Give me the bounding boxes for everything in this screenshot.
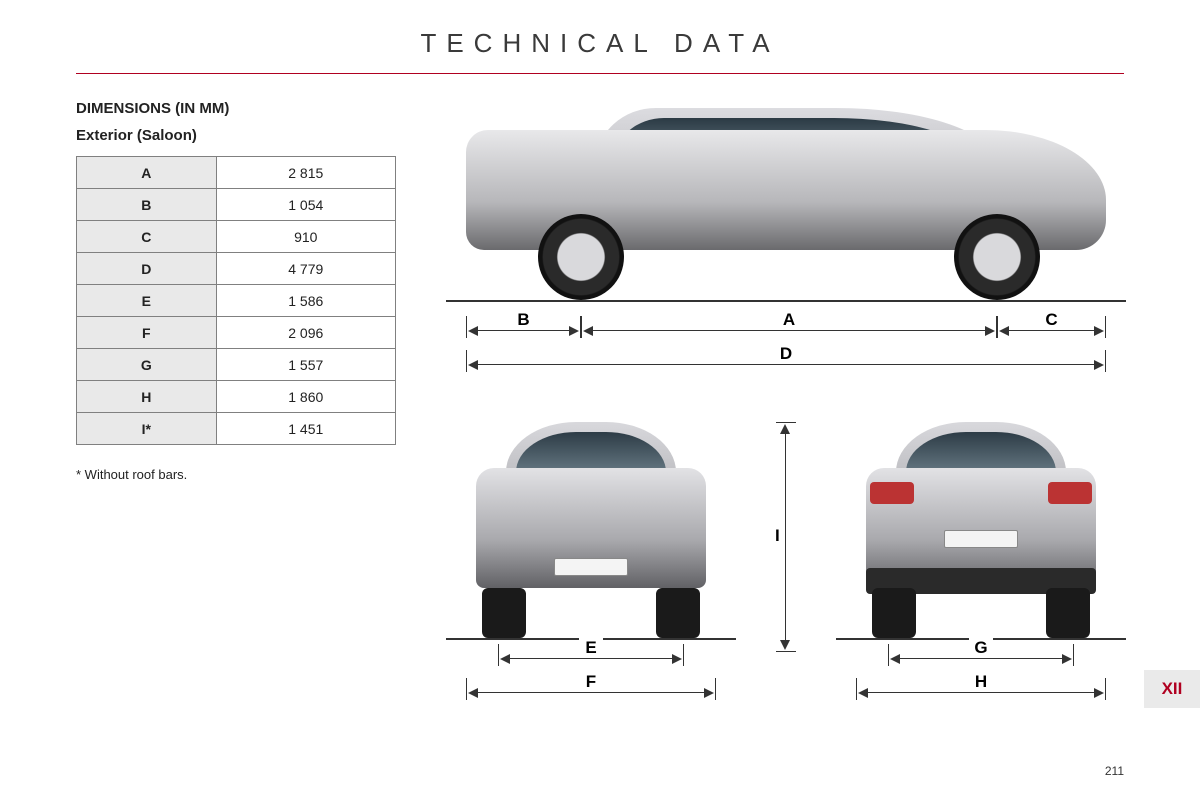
- front-rear-row: E F I: [446, 408, 1126, 706]
- page-number: 211: [1105, 764, 1124, 778]
- table-cell-label: H: [77, 381, 217, 413]
- page-title: TECHNICAL DATA: [0, 0, 1200, 73]
- rear-dim-row-2: H: [836, 672, 1126, 706]
- rear-block: G H: [836, 408, 1126, 706]
- dim-label: F: [579, 672, 603, 692]
- car-side-wheel-rear: [954, 214, 1040, 300]
- front-dim-row-1: E: [446, 638, 736, 672]
- table-row: D4 779: [77, 253, 396, 285]
- dim-segment-c: C: [997, 316, 1106, 338]
- dim-label: E: [579, 638, 603, 658]
- dim-segment-g: G: [888, 644, 1074, 666]
- dim-label: A: [777, 310, 801, 330]
- table-cell-label: C: [77, 221, 217, 253]
- table-cell-label: D: [77, 253, 217, 285]
- dim-segment-f: F: [466, 678, 716, 700]
- car-front-view: [446, 408, 736, 638]
- height-block: I: [766, 408, 806, 706]
- table-cell-value: 1 557: [216, 349, 395, 381]
- table-cell-label: F: [77, 317, 217, 349]
- car-side-view: [446, 100, 1126, 300]
- dim-label: D: [774, 344, 798, 364]
- table-cell-label: I*: [77, 413, 217, 445]
- table-row: H1 860: [77, 381, 396, 413]
- diagram-column: BAC D E F I: [446, 100, 1126, 706]
- car-rear-plate: [944, 530, 1018, 548]
- car-side-wheel-front: [538, 214, 624, 300]
- dim-label: B: [512, 310, 536, 330]
- car-front-plate: [554, 558, 628, 576]
- car-rear-tire-right: [1046, 588, 1090, 638]
- table-cell-value: 2 815: [216, 157, 395, 189]
- dimensions-table: A2 815B1 054C910D4 779E1 586F2 096G1 557…: [76, 156, 396, 445]
- table-row: G1 557: [77, 349, 396, 381]
- table-cell-label: B: [77, 189, 217, 221]
- front-block: E F: [446, 408, 736, 706]
- dim-label: H: [969, 672, 993, 692]
- side-dim-row-full: D: [446, 344, 1126, 378]
- table-row: E1 586: [77, 285, 396, 317]
- table-cell-label: G: [77, 349, 217, 381]
- table-cell-value: 910: [216, 221, 395, 253]
- height-dim-line: I: [776, 422, 796, 652]
- table-row: A2 815: [77, 157, 396, 189]
- car-front-tire-right: [656, 588, 700, 638]
- car-rear-light-left: [870, 482, 914, 504]
- table-row: I*1 451: [77, 413, 396, 445]
- dim-segment-h: H: [856, 678, 1106, 700]
- dim-label: C: [1040, 310, 1064, 330]
- table-cell-value: 4 779: [216, 253, 395, 285]
- rear-dim-row-1: G: [836, 638, 1126, 672]
- table-row: B1 054: [77, 189, 396, 221]
- front-dim-row-2: F: [446, 672, 736, 706]
- table-row: F2 096: [77, 317, 396, 349]
- car-side-ground: [446, 300, 1126, 302]
- dim-label: G: [969, 638, 993, 658]
- dim-segment-d: D: [466, 350, 1106, 372]
- content-area: DIMENSIONS (IN MM) Exterior (Saloon) A2 …: [0, 74, 1200, 706]
- car-front-tire-left: [482, 588, 526, 638]
- car-rear-light-right: [1048, 482, 1092, 504]
- table-cell-value: 1 586: [216, 285, 395, 317]
- table-cell-value: 1 860: [216, 381, 395, 413]
- section-tab: XII: [1144, 670, 1200, 708]
- height-dim-label: I: [773, 526, 782, 546]
- car-rear-tire-left: [872, 588, 916, 638]
- exterior-heading: Exterior (Saloon): [76, 127, 426, 144]
- dimensions-heading: DIMENSIONS (IN MM): [76, 100, 426, 117]
- table-cell-value: 2 096: [216, 317, 395, 349]
- table-cell-label: A: [77, 157, 217, 189]
- footnote: * Without roof bars.: [76, 467, 426, 482]
- table-row: C910: [77, 221, 396, 253]
- dim-segment-e: E: [498, 644, 684, 666]
- dim-segment-b: B: [466, 316, 581, 338]
- table-cell-value: 1 054: [216, 189, 395, 221]
- left-column: DIMENSIONS (IN MM) Exterior (Saloon) A2 …: [76, 100, 426, 706]
- table-cell-value: 1 451: [216, 413, 395, 445]
- table-cell-label: E: [77, 285, 217, 317]
- car-rear-view: [836, 408, 1126, 638]
- side-dim-row-top: BAC: [446, 310, 1126, 344]
- dim-segment-a: A: [581, 316, 997, 338]
